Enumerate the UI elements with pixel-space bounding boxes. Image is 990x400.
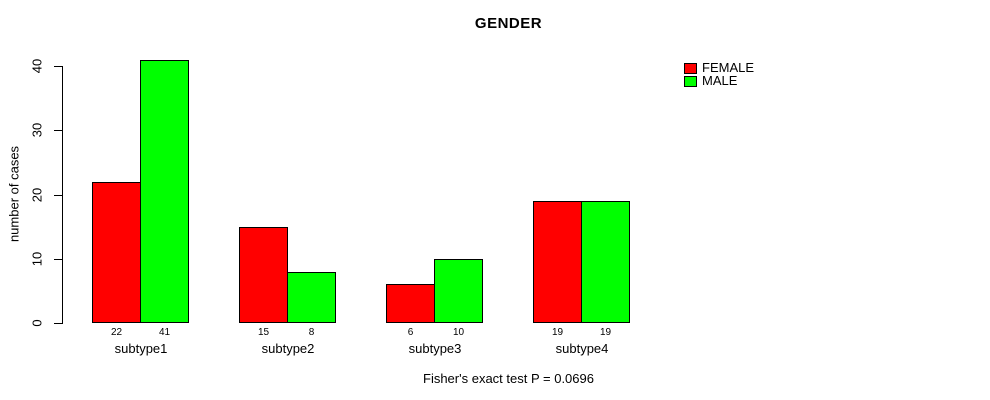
chart-title: GENDER bbox=[474, 15, 543, 32]
legend-swatch-male bbox=[684, 75, 697, 87]
y-tick bbox=[54, 259, 62, 260]
y-tick bbox=[54, 195, 62, 196]
y-tick-label: 40 bbox=[29, 58, 45, 74]
bar-value-label: 19 bbox=[599, 327, 612, 338]
bar-value-label: 15 bbox=[257, 327, 270, 338]
y-axis-label: number of cases bbox=[6, 145, 22, 243]
bar-value-label: 41 bbox=[158, 327, 171, 338]
legend-label: FEMALE bbox=[702, 60, 755, 75]
bar-value-label: 8 bbox=[308, 327, 315, 338]
y-tick bbox=[54, 66, 62, 67]
legend-swatch-female bbox=[684, 62, 697, 74]
bar-subtype2-female bbox=[239, 227, 288, 323]
y-tick-label: 30 bbox=[29, 122, 45, 138]
y-tick-label: 10 bbox=[29, 251, 45, 267]
legend-label: MALE bbox=[702, 73, 738, 88]
y-tick-label: 20 bbox=[29, 187, 45, 203]
y-tick-label: 0 bbox=[29, 319, 45, 327]
x-tick-label-subtype3: subtype3 bbox=[408, 341, 462, 356]
bar-value-label: 22 bbox=[110, 327, 123, 338]
bar-subtype3-male bbox=[434, 259, 483, 323]
bar-value-label: 10 bbox=[452, 327, 465, 338]
legend-item-male: MALE bbox=[684, 73, 754, 88]
bar-subtype2-male bbox=[287, 272, 336, 323]
bar-subtype3-female bbox=[386, 284, 435, 323]
y-tick bbox=[54, 323, 62, 324]
y-tick bbox=[54, 130, 62, 131]
x-tick-label-subtype2: subtype2 bbox=[261, 341, 315, 356]
legend-item-female: FEMALE bbox=[684, 60, 755, 75]
legend: FEMALE MALE bbox=[684, 60, 755, 88]
x-tick-label-subtype1: subtype1 bbox=[114, 341, 168, 356]
bar-value-label: 6 bbox=[407, 327, 414, 338]
annotation-fishers-test: Fisher's exact test P = 0.0696 bbox=[423, 371, 594, 386]
x-tick-label-subtype4: subtype4 bbox=[555, 341, 609, 356]
y-axis-line bbox=[62, 66, 63, 324]
bar-subtype1-female bbox=[92, 182, 141, 323]
bar-subtype1-male bbox=[140, 60, 189, 323]
bar-subtype4-male bbox=[581, 201, 630, 323]
bar-value-label: 19 bbox=[551, 327, 564, 338]
bar-subtype4-female bbox=[533, 201, 582, 323]
